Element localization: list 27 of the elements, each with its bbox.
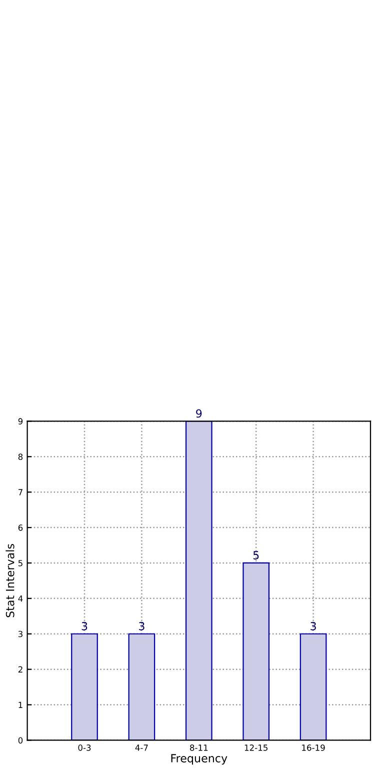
y-tick-label: 2 [18, 666, 22, 672]
data-label: 5 [253, 551, 259, 560]
data-label: 3 [139, 622, 144, 630]
data-label: 3 [82, 622, 88, 630]
x-tick-label: 4-7 [135, 744, 148, 751]
bar [128, 633, 156, 740]
x-axis-title: Frequency [171, 754, 228, 765]
x-tick-label: 16-19 [302, 744, 325, 751]
data-label: 3 [310, 622, 316, 630]
y-tick-label: 9 [18, 418, 23, 424]
y-tick-label: 6 [18, 524, 23, 531]
bar [185, 421, 212, 740]
bar [71, 633, 98, 740]
y-tick-label: 1 [18, 702, 22, 708]
x-tick-label: 8-11 [190, 744, 208, 751]
data-label: 9 [196, 409, 202, 418]
y-tick-label: 0 [18, 737, 23, 744]
y-tick-label: 7 [18, 489, 22, 496]
bar [242, 562, 270, 740]
x-tick-label: 12-15 [244, 744, 268, 751]
y-tick-label: 8 [18, 454, 23, 460]
y-tick-label: 5 [18, 560, 22, 566]
y-tick-label: 4 [18, 596, 23, 602]
y-tick-label: 3 [18, 630, 22, 638]
x-tick-label: 0-3 [78, 744, 91, 751]
bar [300, 633, 327, 740]
y-axis-title: Stat Intervals [6, 544, 14, 618]
